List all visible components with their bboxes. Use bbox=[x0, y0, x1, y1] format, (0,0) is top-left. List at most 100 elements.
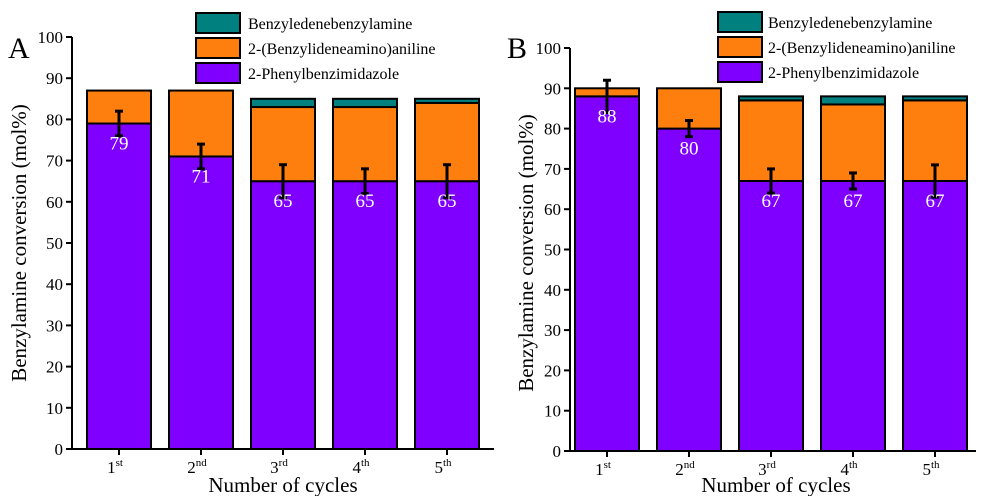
x-tick-label-base: 3 bbox=[758, 460, 767, 479]
x-tick-label-suffix: th bbox=[361, 457, 370, 469]
data-label-5: 65 bbox=[438, 191, 457, 212]
data-label-4: 67 bbox=[844, 191, 863, 212]
bar-aniline-4 bbox=[820, 103, 886, 182]
y-tick-label-90: 90 bbox=[544, 79, 561, 98]
legend-swatch-benzylidene bbox=[195, 12, 241, 34]
x-tick-label-suffix: st bbox=[604, 459, 611, 471]
y-tick-label-70: 70 bbox=[46, 152, 63, 171]
bar-phenyl-2 bbox=[656, 127, 722, 452]
x-axis-title: Number of cycles bbox=[208, 473, 357, 496]
y-tick-label-60: 60 bbox=[46, 193, 63, 212]
data-label-3: 65 bbox=[274, 191, 293, 212]
y-tick-label-100: 100 bbox=[38, 28, 64, 47]
x-tick-label-suffix: nd bbox=[196, 457, 208, 469]
data-label-4: 65 bbox=[356, 191, 375, 212]
y-tick-label-20: 20 bbox=[46, 358, 63, 377]
legend-label-benzylidene: Benzyledenebenzylamine bbox=[768, 15, 932, 32]
x-tick-label-suffix: th bbox=[931, 459, 940, 471]
y-tick-label-50: 50 bbox=[46, 234, 63, 253]
y-tick-label-30: 30 bbox=[544, 321, 561, 340]
bar-phenyl-1 bbox=[574, 95, 640, 453]
x-tick-label-base: 2 bbox=[187, 458, 196, 477]
bar-benzylidene-4 bbox=[332, 97, 398, 109]
bar-benzylidene-3 bbox=[738, 95, 804, 102]
x-tick-label-base: 1 bbox=[595, 460, 604, 479]
x-tick-label-base: 4 bbox=[840, 460, 849, 479]
data-label-3: 67 bbox=[762, 191, 781, 212]
y-tick-label-60: 60 bbox=[544, 200, 561, 219]
x-tick-label-4: 4th bbox=[352, 457, 370, 477]
bar-phenyl-5 bbox=[414, 180, 480, 450]
x-tick-label-suffix: nd bbox=[684, 459, 696, 471]
legend-label-aniline: 2-(Benzylideneamino)aniline bbox=[248, 41, 435, 58]
bar-phenyl-1 bbox=[86, 122, 152, 451]
legend-swatch-phenyl bbox=[195, 62, 241, 84]
x-tick-label-suffix: th bbox=[443, 457, 452, 469]
chart-panel-b: 881st802nd673rd674th675th010203040506070… bbox=[507, 11, 976, 496]
y-tick-label-50: 50 bbox=[544, 241, 561, 260]
x-axis-title: Number of cycles bbox=[701, 473, 850, 496]
x-tick-label-5: 5th bbox=[434, 457, 452, 477]
x-tick-label-suffix: th bbox=[849, 459, 858, 471]
panel-label: A bbox=[8, 32, 30, 65]
legend-swatch-benzylidene bbox=[717, 11, 763, 33]
x-tick-label-suffix: rd bbox=[279, 457, 289, 469]
bar-phenyl-3 bbox=[738, 179, 804, 453]
y-tick-label-0: 0 bbox=[55, 440, 64, 459]
y-axis-title: Benzylamine conversion (mol%) bbox=[514, 114, 538, 392]
y-tick-label-100: 100 bbox=[536, 39, 562, 58]
bar-benzylidene-5 bbox=[902, 95, 968, 102]
bar-benzylidene-4 bbox=[820, 95, 886, 106]
x-tick-label-suffix: rd bbox=[767, 459, 777, 471]
bar-phenyl-5 bbox=[902, 179, 968, 453]
x-tick-label-3: 3rd bbox=[270, 457, 288, 477]
legend-label-benzylidene: Benzyledenebenzylamine bbox=[248, 16, 412, 33]
x-tick-label-base: 5 bbox=[434, 458, 443, 477]
y-tick-label-0: 0 bbox=[553, 442, 562, 461]
x-tick-label-base: 5 bbox=[922, 460, 931, 479]
x-tick-label-1: 1st bbox=[107, 457, 123, 477]
data-label-1: 79 bbox=[110, 134, 129, 155]
x-tick-label-base: 3 bbox=[270, 458, 279, 477]
data-label-5: 67 bbox=[926, 191, 945, 212]
x-tick-label-3: 3rd bbox=[758, 459, 776, 479]
x-tick-label-2: 2nd bbox=[187, 457, 207, 477]
y-axis-title: Benzylamine conversion (mol%) bbox=[7, 104, 31, 382]
y-tick-label-80: 80 bbox=[46, 110, 63, 129]
legend-swatch-aniline bbox=[195, 37, 241, 59]
data-label-2: 80 bbox=[680, 139, 699, 160]
data-label-2: 71 bbox=[192, 166, 211, 187]
chart-panel-a: 791st712nd653rd654th655th010203040506070… bbox=[7, 12, 494, 496]
x-tick-label-suffix: st bbox=[116, 457, 123, 469]
panel-label: B bbox=[507, 32, 527, 65]
bar-benzylidene-5 bbox=[414, 97, 480, 104]
y-tick-label-40: 40 bbox=[544, 281, 561, 300]
legend-label-aniline: 2-(Benzylideneamino)aniline bbox=[768, 40, 955, 57]
x-tick-label-base: 2 bbox=[675, 460, 684, 479]
y-tick-label-20: 20 bbox=[544, 361, 561, 380]
legend-label-phenyl: 2-Phenylbenzimidazole bbox=[248, 66, 399, 83]
bar-benzylidene-3 bbox=[250, 97, 316, 109]
y-tick-label-10: 10 bbox=[46, 399, 63, 418]
y-tick-label-90: 90 bbox=[46, 69, 63, 88]
y-tick-label-10: 10 bbox=[544, 402, 561, 421]
legend-swatch-phenyl bbox=[717, 61, 763, 83]
x-tick-label-2: 2nd bbox=[675, 459, 695, 479]
x-tick-label-5: 5th bbox=[922, 459, 940, 479]
legend-label-phenyl: 2-Phenylbenzimidazole bbox=[768, 65, 919, 82]
legend-swatch-aniline bbox=[717, 36, 763, 58]
bar-phenyl-4 bbox=[820, 179, 886, 453]
x-tick-label-base: 4 bbox=[352, 458, 361, 477]
x-tick-label-1: 1st bbox=[595, 459, 611, 479]
y-tick-label-30: 30 bbox=[46, 316, 63, 335]
bar-phenyl-4 bbox=[332, 180, 398, 450]
bar-phenyl-2 bbox=[168, 155, 234, 450]
y-tick-label-70: 70 bbox=[544, 160, 561, 179]
y-tick-label-40: 40 bbox=[46, 275, 63, 294]
data-label-1: 88 bbox=[598, 106, 617, 127]
x-tick-label-4: 4th bbox=[840, 459, 858, 479]
bar-phenyl-3 bbox=[250, 180, 316, 450]
x-tick-label-base: 1 bbox=[107, 458, 116, 477]
y-tick-label-80: 80 bbox=[544, 120, 561, 139]
